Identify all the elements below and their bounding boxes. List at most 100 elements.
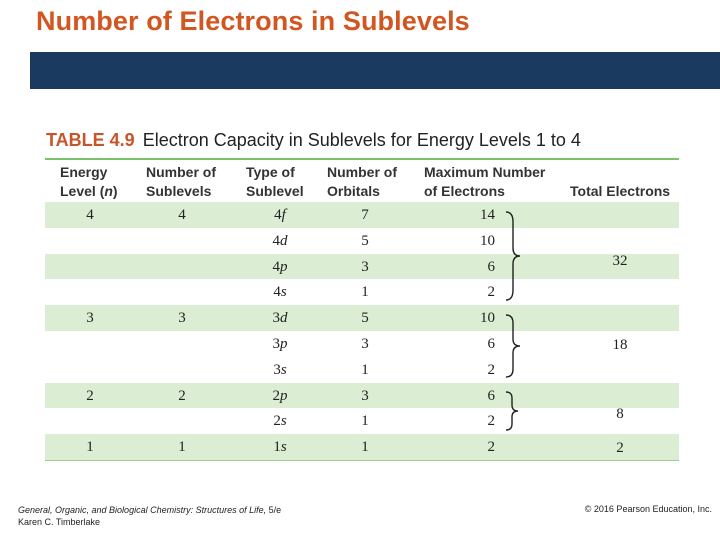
footer-author: Karen C. Timberlake	[18, 517, 101, 527]
table-caption-text: Electron Capacity in Sublevels for Energ…	[142, 130, 581, 150]
footer-citation: General, Organic, and Biological Chemist…	[18, 504, 281, 528]
sublevel-letter: s	[280, 439, 287, 456]
header-type-line2: Sublevel	[246, 183, 304, 199]
table-bottom-rule	[45, 460, 679, 461]
cell-maximum-electrons: 6	[487, 387, 496, 404]
sublevel-number: 4	[272, 232, 281, 249]
cell-maximum-electrons: 10	[480, 310, 495, 327]
cell-number-of-orbitals: 3	[361, 335, 369, 352]
header-max-line2: of Electrons	[424, 183, 505, 199]
table-row: 4p 3 6	[45, 253, 679, 280]
cell-number-of-orbitals: 3	[361, 258, 369, 275]
cell-number-of-orbitals: 5	[361, 232, 369, 249]
sublevel-number: 4	[273, 284, 281, 301]
brace-level2	[505, 391, 519, 431]
cell-maximum-electrons: 2	[487, 361, 496, 378]
cell-energy-level: 1	[86, 439, 94, 456]
cell-maximum-electrons: 6	[487, 335, 496, 352]
sublevel-number: 2	[272, 387, 281, 404]
table-row: 4d 5 10	[45, 228, 679, 254]
header-max-line1: Maximum Number	[424, 164, 546, 180]
sublevel-number: 4	[274, 207, 282, 223]
sublevel-letter: s	[280, 361, 287, 378]
cell-type-of-sublevel: 3p	[260, 336, 300, 353]
total-level3: 18	[612, 337, 628, 353]
cell-maximum-electrons: 2	[487, 413, 496, 430]
cell-number-of-orbitals: 1	[361, 284, 369, 301]
cell-maximum-electrons: 14	[480, 207, 495, 223]
sublevel-number: 2	[273, 413, 281, 430]
cell-type-of-sublevel: 1s	[260, 439, 300, 456]
cell-type-of-sublevel: 3d	[260, 310, 300, 327]
cell-energy-level: 2	[86, 387, 94, 404]
cell-type-of-sublevel: 3s	[260, 362, 300, 379]
cell-type-of-sublevel: 2s	[260, 413, 300, 430]
sublevel-letter: p	[280, 387, 288, 404]
cell-number-of-sublevels: 3	[178, 310, 186, 327]
cell-energy-level: 4	[86, 207, 94, 223]
cell-number-of-orbitals: 1	[361, 361, 369, 378]
slide-title: Number of Electrons in Sublevels	[36, 6, 470, 36]
header-energy-level: Energy Level (n)	[60, 163, 118, 201]
cell-type-of-sublevel: 2p	[260, 388, 300, 405]
header-maximum-electrons: Maximum Number of Electrons	[424, 163, 545, 201]
table-row: 3s 1 2	[45, 357, 679, 383]
cell-type-of-sublevel: 4s	[260, 284, 300, 301]
cell-number-of-orbitals: 7	[361, 207, 369, 223]
cell-type-of-sublevel: 4p	[260, 259, 300, 276]
header-energy-line1: Energy	[60, 164, 108, 180]
cell-maximum-electrons: 10	[480, 232, 495, 249]
title-bar	[30, 52, 720, 89]
brace-level4	[505, 211, 521, 301]
table-row: 2 2 2p 3 6	[45, 382, 679, 409]
sublevel-number: 1	[273, 439, 281, 456]
total-level2: 8	[616, 406, 624, 422]
header-type-of-sublevel: Type of Sublevel	[246, 163, 304, 201]
sublevel-letter: d	[280, 232, 288, 249]
table-row: 4s 1 2	[45, 279, 679, 305]
header-number-of-sublevels: Number of Sublevels	[146, 163, 216, 201]
table-top-rule	[45, 158, 679, 160]
table-row: 2s 1 2	[45, 408, 679, 434]
table-number: TABLE 4.9	[46, 130, 135, 150]
cell-maximum-electrons: 2	[487, 284, 496, 301]
cell-number-of-sublevels: 4	[178, 207, 186, 223]
sublevel-number: 4	[272, 258, 281, 275]
cell-number-of-orbitals: 5	[361, 310, 369, 327]
sublevel-number: 3	[272, 310, 281, 327]
cell-number-of-orbitals: 3	[361, 387, 369, 404]
cell-energy-level: 3	[86, 310, 94, 327]
sublevel-letter: p	[280, 335, 288, 352]
cell-maximum-electrons: 2	[487, 439, 496, 456]
cell-number-of-orbitals: 1	[361, 439, 369, 456]
sublevel-number: 3	[272, 335, 281, 352]
sublevel-letter: f	[281, 207, 286, 223]
cell-type-of-sublevel: 4d	[260, 233, 300, 250]
table-row: 3p 3 6	[45, 331, 679, 357]
footer-edition: 5/e	[266, 505, 282, 515]
footer-book-title: General, Organic, and Biological Chemist…	[18, 505, 267, 515]
sublevel-number: 3	[273, 361, 281, 378]
header-orbitals-line2: Orbitals	[327, 183, 380, 199]
table-row: 3 3 3d 5 10	[45, 305, 679, 331]
cell-number-of-sublevels: 2	[178, 387, 186, 404]
sublevel-letter: p	[280, 258, 288, 275]
sublevel-letter: s	[280, 413, 287, 430]
total-level4: 32	[612, 253, 628, 269]
header-sublevels-line2: Sublevels	[146, 183, 212, 199]
cell-type-of-sublevel: 4f	[260, 207, 300, 224]
footer-copyright: © 2016 Pearson Education, Inc.	[584, 504, 712, 514]
cell-number-of-orbitals: 1	[361, 413, 369, 430]
table-caption: TABLE 4.9 Electron Capacity in Sublevels …	[46, 130, 581, 151]
brace-level3	[505, 314, 521, 378]
header-energy-line2: Level (n)	[60, 183, 118, 199]
sublevel-letter: s	[280, 284, 287, 301]
header-type-line1: Type of	[246, 164, 295, 180]
header-orbitals-line1: Number of	[327, 164, 397, 180]
sublevel-letter: d	[280, 310, 288, 327]
header-number-of-orbitals: Number of Orbitals	[327, 163, 397, 201]
total-level1: 2	[616, 440, 624, 456]
table-body: 4 4 4f 7 14 4d 5 10 4p 3 6 4s 1 2 3 3 3d 5 10 3p 3 6 3s 1 2 2 2 2p 3…	[45, 202, 679, 460]
header-total-electrons: Total Electrons	[570, 183, 671, 199]
cell-maximum-electrons: 6	[487, 258, 496, 275]
